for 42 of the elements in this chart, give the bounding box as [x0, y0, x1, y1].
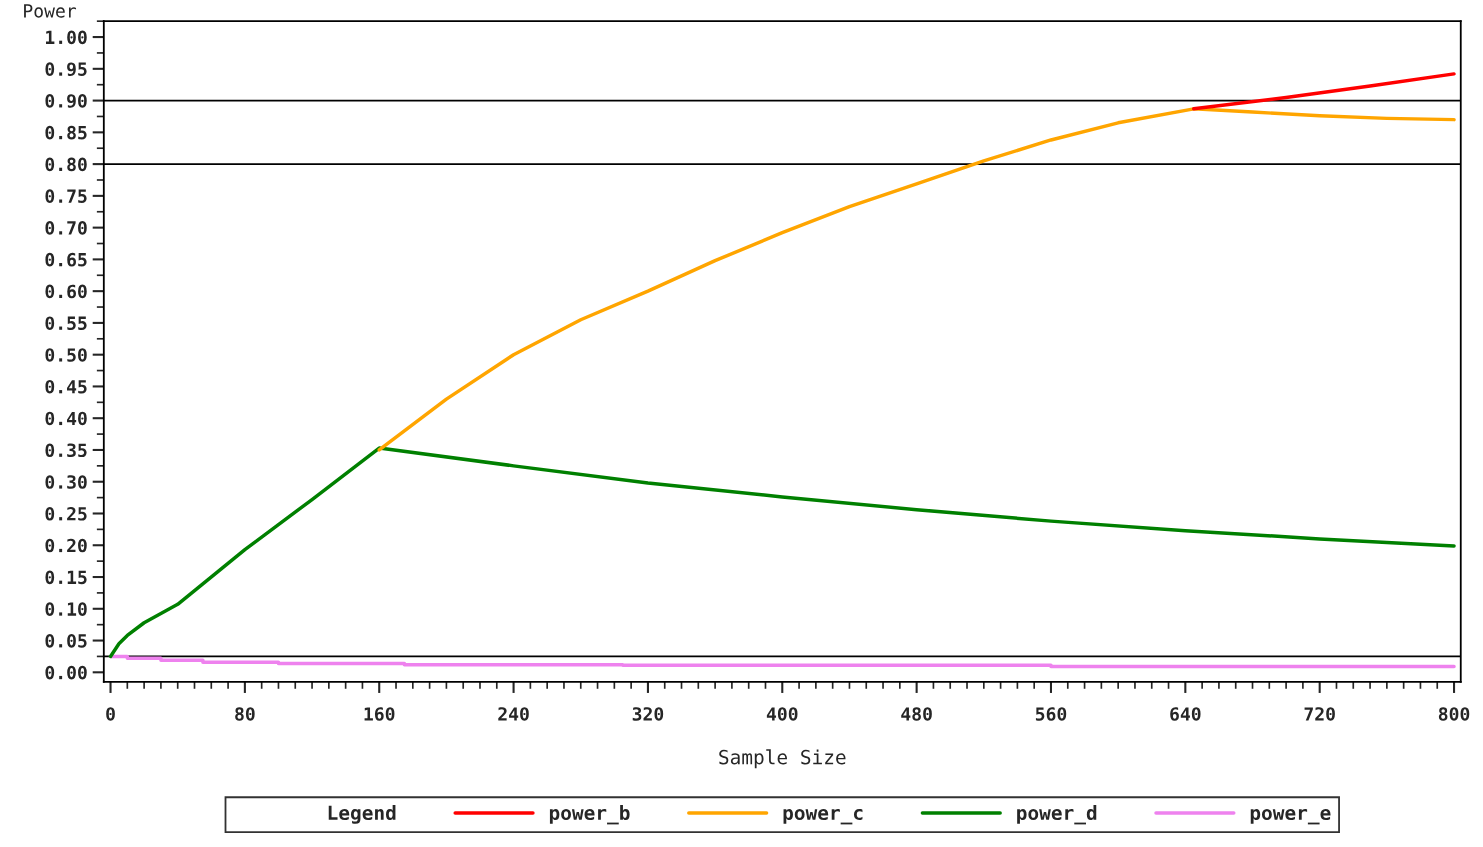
y-tick-label: 0.20	[45, 538, 87, 553]
x-tick-label: 320	[632, 707, 664, 721]
y-tick-label: 0.05	[45, 634, 87, 648]
legend-label: power_c	[783, 808, 863, 825]
line-series	[1191, 72, 1456, 111]
y-tick-label: 0.15	[45, 570, 87, 585]
x-axis-title: Sample Size	[719, 749, 846, 769]
y-tick-label: 0.60	[45, 284, 87, 299]
y-tick-label: 0.70	[45, 221, 87, 235]
legend-title: Legend	[328, 805, 396, 824]
line-series	[377, 107, 1456, 452]
y-tick-label: 0.10	[45, 602, 87, 616]
x-tick-label: 400	[766, 707, 798, 721]
y-tick-label: 0.00	[45, 665, 87, 680]
x-tick-label: 80	[235, 707, 255, 721]
y-tick-label: 0.25	[45, 506, 87, 521]
x-tick-label: 720	[1304, 707, 1335, 721]
y-tick-label: 0.30	[45, 475, 87, 489]
y-axis-title: Power	[24, 4, 77, 18]
x-tick-label: 160	[364, 707, 395, 721]
y-tick-label: 0.80	[45, 157, 87, 172]
legend-label: power_e	[1250, 808, 1331, 825]
y-tick-label: 0.40	[45, 411, 87, 426]
x-tick-label: 560	[1035, 707, 1067, 721]
y-tick-label: 0.35	[45, 443, 87, 458]
y-tick-label: 0.55	[45, 316, 87, 331]
x-tick-label: 480	[901, 707, 932, 721]
y-tick-label: 0.75	[45, 189, 87, 203]
x-tick-label: 0	[106, 707, 115, 721]
y-tick-label: 0.90	[45, 94, 87, 108]
y-tick-label: 0.95	[45, 62, 87, 77]
legend-label: power_d	[1017, 805, 1097, 825]
y-tick-label: 1.00	[46, 30, 87, 45]
x-tick-label: 640	[1170, 707, 1201, 721]
x-tick-label: 800	[1438, 707, 1470, 721]
y-tick-label: 0.85	[45, 125, 87, 140]
line-series	[108, 446, 1456, 659]
legend-label: power_b	[549, 805, 630, 825]
y-tick-label: 0.45	[45, 379, 87, 394]
y-tick-label: 0.65	[45, 252, 87, 267]
x-tick-label: 240	[498, 707, 529, 721]
y-tick-label: 0.50	[45, 348, 87, 362]
